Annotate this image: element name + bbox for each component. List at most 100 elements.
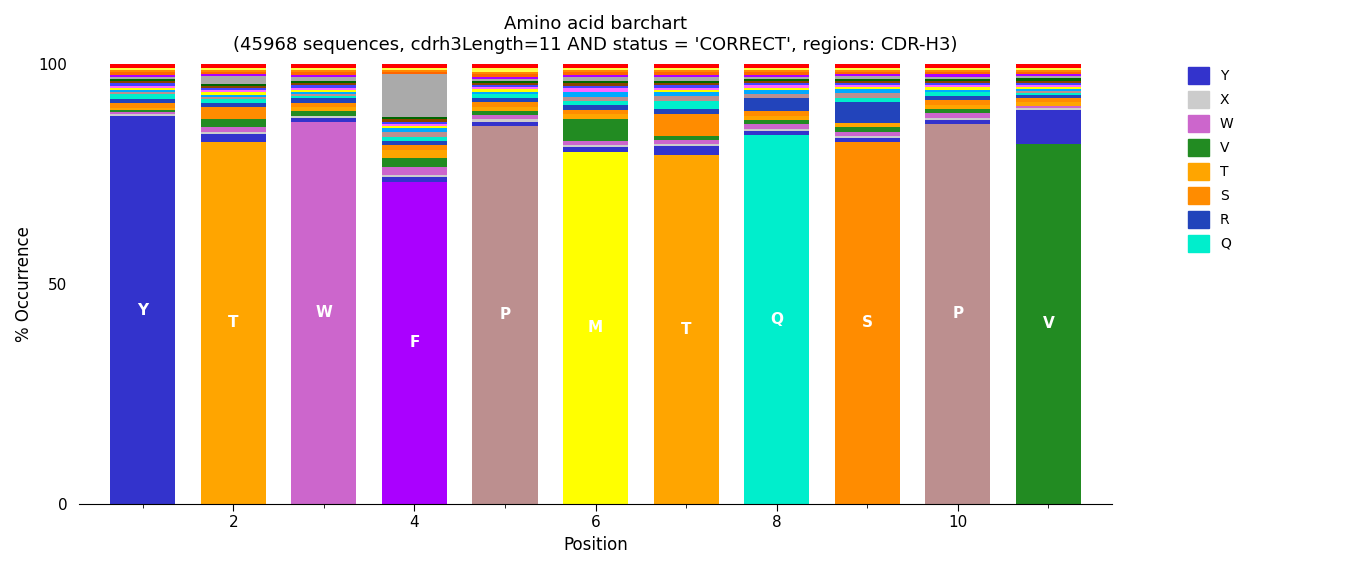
Bar: [291, 96, 357, 98]
Bar: [835, 136, 899, 138]
Bar: [744, 75, 809, 77]
Bar: [925, 72, 991, 75]
Bar: [201, 72, 265, 74]
Bar: [835, 89, 899, 93]
Bar: [381, 70, 447, 72]
Bar: [473, 64, 537, 68]
Bar: [744, 131, 809, 135]
Bar: [1016, 75, 1081, 76]
Text: Y: Y: [137, 303, 148, 318]
Bar: [291, 83, 357, 85]
Bar: [925, 96, 991, 100]
Bar: [201, 70, 265, 72]
Bar: [653, 109, 719, 114]
Bar: [109, 77, 175, 79]
Bar: [835, 131, 899, 136]
Bar: [653, 88, 719, 90]
Bar: [563, 81, 629, 84]
Bar: [653, 114, 719, 135]
Bar: [563, 105, 629, 110]
Bar: [1016, 70, 1081, 72]
Bar: [201, 94, 265, 97]
Bar: [201, 90, 265, 93]
Bar: [835, 79, 899, 81]
Bar: [291, 75, 357, 77]
Bar: [835, 138, 899, 142]
Text: T: T: [681, 322, 692, 337]
Bar: [1016, 76, 1081, 79]
Bar: [291, 64, 357, 68]
Bar: [925, 75, 991, 77]
Bar: [381, 133, 447, 137]
Bar: [653, 96, 719, 101]
Bar: [653, 145, 719, 146]
Bar: [925, 70, 991, 72]
Bar: [835, 72, 899, 75]
Bar: [201, 103, 265, 107]
Bar: [291, 107, 357, 112]
Bar: [653, 70, 719, 72]
Bar: [563, 88, 629, 92]
Bar: [925, 64, 991, 68]
Bar: [291, 94, 357, 96]
Bar: [563, 72, 629, 75]
Bar: [473, 102, 537, 106]
Bar: [109, 94, 175, 99]
Bar: [1016, 102, 1081, 106]
Bar: [291, 98, 357, 102]
Text: T: T: [228, 315, 238, 330]
Bar: [1016, 72, 1081, 75]
Bar: [473, 75, 537, 77]
Bar: [109, 92, 175, 94]
Bar: [835, 87, 899, 89]
Bar: [925, 83, 991, 85]
Bar: [744, 64, 809, 68]
Bar: [291, 116, 357, 118]
Bar: [381, 72, 447, 75]
Bar: [653, 146, 719, 155]
Bar: [381, 167, 447, 175]
Bar: [1016, 87, 1081, 89]
Bar: [925, 92, 991, 96]
Bar: [473, 106, 537, 111]
Bar: [563, 147, 629, 152]
Bar: [291, 88, 357, 90]
Bar: [563, 145, 629, 147]
Bar: [201, 107, 265, 119]
Bar: [109, 110, 175, 112]
Bar: [1016, 144, 1081, 504]
Bar: [381, 141, 447, 145]
Bar: [653, 77, 719, 81]
Bar: [109, 75, 175, 77]
Bar: [1016, 108, 1081, 110]
Bar: [381, 75, 447, 117]
Bar: [381, 145, 447, 150]
Bar: [835, 68, 899, 70]
Bar: [201, 127, 265, 131]
Bar: [925, 105, 991, 109]
Bar: [291, 68, 357, 70]
Bar: [1016, 91, 1081, 93]
Bar: [109, 64, 175, 68]
Bar: [925, 100, 991, 105]
Bar: [744, 83, 809, 85]
Bar: [835, 85, 899, 87]
Bar: [473, 81, 537, 83]
Bar: [653, 140, 719, 145]
Bar: [291, 102, 357, 107]
Bar: [201, 64, 265, 68]
Bar: [109, 108, 175, 110]
Bar: [1016, 79, 1081, 81]
Bar: [563, 110, 629, 114]
Bar: [201, 84, 265, 86]
Bar: [653, 101, 719, 109]
Bar: [835, 127, 899, 131]
Bar: [835, 81, 899, 83]
Text: Q: Q: [770, 312, 783, 327]
Bar: [835, 102, 899, 123]
Bar: [925, 77, 991, 79]
Bar: [563, 86, 629, 88]
Bar: [925, 124, 991, 504]
Bar: [653, 92, 719, 96]
Bar: [473, 98, 537, 102]
